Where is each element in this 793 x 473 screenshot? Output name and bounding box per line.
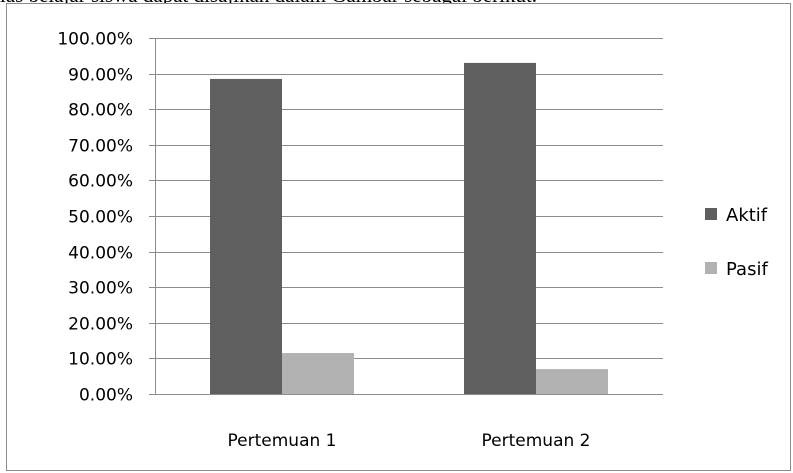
y-tick-label: 10.00% (68, 350, 133, 370)
y-tick-label: 100.00% (57, 30, 133, 50)
legend-swatch-pasif (705, 262, 717, 274)
bar-pasif-2 (536, 369, 608, 394)
x-axis-category-labels: Pertemuan 1 Pertemuan 2 (228, 431, 591, 451)
bar-aktif-1 (210, 78, 282, 394)
y-tick-label: 70.00% (68, 137, 133, 157)
y-tick-label: 20.00% (68, 315, 133, 335)
y-tick-label: 0.00% (79, 386, 133, 406)
legend: Aktif Pasif (705, 205, 768, 280)
bar-pasif-1 (282, 353, 354, 394)
bar-aktif-2 (464, 62, 536, 395)
chart-frame (6, 3, 791, 471)
y-tick-label: 50.00% (68, 208, 133, 228)
legend-label-pasif: Pasif (726, 259, 768, 280)
y-tick-label: 90.00% (68, 66, 133, 86)
legend-label-aktif: Aktif (726, 205, 768, 226)
y-tick-label: 80.00% (68, 101, 133, 121)
x-category-label: Pertemuan 1 (228, 431, 337, 451)
y-tick-label: 30.00% (68, 279, 133, 299)
y-tick-label: 60.00% (68, 172, 133, 192)
y-tick-label: 40.00% (68, 244, 133, 264)
legend-swatch-aktif (705, 208, 717, 220)
bars (210, 62, 608, 395)
x-category-label: Pertemuan 2 (482, 431, 591, 451)
y-axis-tick-labels: 0.00% 10.00% 20.00% 30.00% 40.00% 50.00% 60.00… (57, 30, 133, 406)
